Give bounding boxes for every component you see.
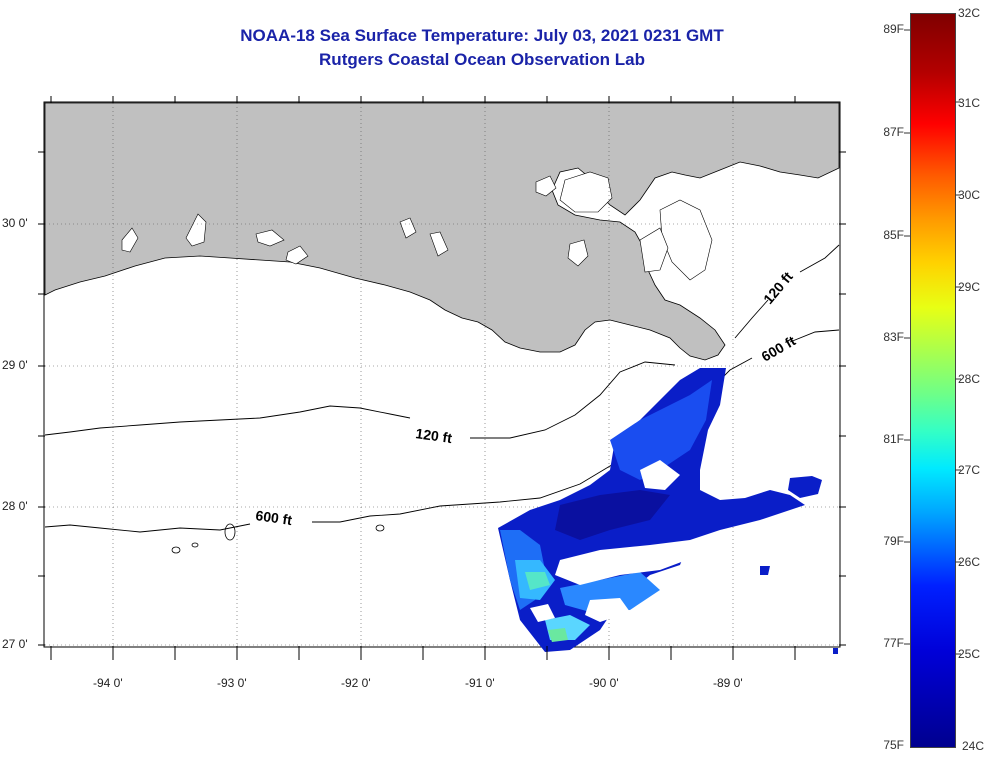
- contour-label-600ft-west: 600 ft: [255, 507, 294, 528]
- colorbar-f-label: 87F: [883, 125, 904, 139]
- colorbar-f-label: 77F: [883, 636, 904, 650]
- lat-label: 29 0': [2, 358, 28, 372]
- colorbar-f-label: 79F: [883, 534, 904, 548]
- colorbar-f-label: 89F: [883, 22, 904, 36]
- colorbar-c-label: 28C: [958, 372, 981, 386]
- sst-colorbar: [910, 13, 956, 748]
- lat-label: 28 0': [2, 499, 28, 513]
- colorbar-f-label: 81F: [883, 432, 904, 446]
- lon-label: -94 0': [93, 676, 123, 690]
- colorbar-c-label: 32C: [958, 6, 981, 20]
- colorbar-c-label: 24C: [962, 739, 985, 753]
- colorbar-f-label: 83F: [883, 330, 904, 344]
- colorbar-f-label: 85F: [883, 228, 904, 242]
- sst-swath: [498, 368, 838, 654]
- colorbar-c-label: 25C: [958, 647, 981, 661]
- contour-label-120ft-west: 120 ft: [415, 425, 454, 446]
- map-subtitle: Rutgers Coastal Ocean Observation Lab: [319, 50, 645, 69]
- lon-label: -93 0': [217, 676, 247, 690]
- colorbar-c-label: 27C: [958, 463, 981, 477]
- lat-label: 30 0': [2, 216, 28, 230]
- lat-label: 27 0': [2, 637, 28, 651]
- lon-label: -90 0': [589, 676, 619, 690]
- land-mass: [44, 102, 840, 361]
- colorbar-c-label: 26C: [958, 555, 981, 569]
- colorbar-f-label: 75F: [883, 738, 904, 752]
- lon-label: -89 0': [713, 676, 743, 690]
- colorbar-c-label: 31C: [958, 96, 981, 110]
- lon-label: -92 0': [341, 676, 371, 690]
- map-title: NOAA-18 Sea Surface Temperature: July 03…: [240, 26, 724, 45]
- lon-label: -91 0': [465, 676, 495, 690]
- colorbar-c-label: 30C: [958, 188, 981, 202]
- colorbar-c-label: 29C: [958, 280, 981, 294]
